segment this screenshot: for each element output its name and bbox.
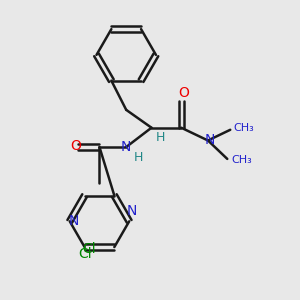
Text: N: N [127, 204, 137, 218]
Text: CH₃: CH₃ [232, 154, 253, 164]
Text: Cl: Cl [82, 242, 96, 256]
Text: H: H [134, 151, 143, 164]
Text: O: O [179, 86, 190, 100]
Text: N: N [120, 140, 131, 154]
Text: CH₃: CH₃ [233, 123, 254, 133]
Text: H: H [155, 131, 165, 144]
Text: Cl: Cl [78, 247, 92, 261]
Text: N: N [204, 133, 214, 147]
Text: N: N [68, 214, 79, 228]
Text: O: O [70, 139, 81, 153]
